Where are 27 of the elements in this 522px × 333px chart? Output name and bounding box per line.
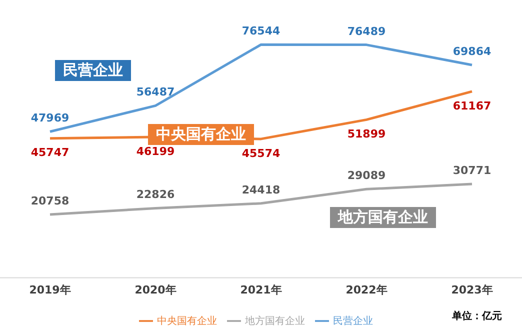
data-label: 22826 — [136, 188, 175, 202]
x-tick-label: 2020年 — [134, 284, 176, 297]
data-label: 76489 — [347, 24, 386, 38]
data-label: 61167 — [452, 99, 492, 112]
data-label: 69864 — [452, 44, 492, 58]
text: 中央国有企业 — [156, 125, 246, 143]
legend-label: 民营企业 — [333, 316, 373, 327]
text: 民营企业 — [63, 61, 123, 79]
data-label: 76544 — [242, 24, 280, 38]
text: 地方国有企业 — [338, 208, 428, 226]
legend-label: 中央国有企业 — [157, 316, 217, 327]
x-tick-label: 2021年 — [240, 284, 282, 297]
data-label: 45747 — [30, 146, 70, 160]
data-label: 30771 — [452, 164, 492, 178]
data-label: 51899 — [347, 127, 386, 140]
data-label: 46199 — [136, 144, 175, 158]
data-label: 56487 — [136, 86, 175, 99]
x-tick-label: 2019年 — [29, 284, 71, 297]
data-label: 45574 — [242, 146, 280, 160]
data-label: 20758 — [30, 194, 70, 208]
data-label: 24418 — [242, 183, 280, 196]
x-tick-label: 2022年 — [346, 284, 388, 297]
text: 单位：亿元 — [452, 310, 502, 323]
data-label: 29089 — [347, 169, 386, 182]
x-tick-label: 2023年 — [451, 284, 493, 297]
legend-label: 地方国有企业 — [245, 316, 305, 327]
data-label: 47969 — [30, 112, 70, 125]
